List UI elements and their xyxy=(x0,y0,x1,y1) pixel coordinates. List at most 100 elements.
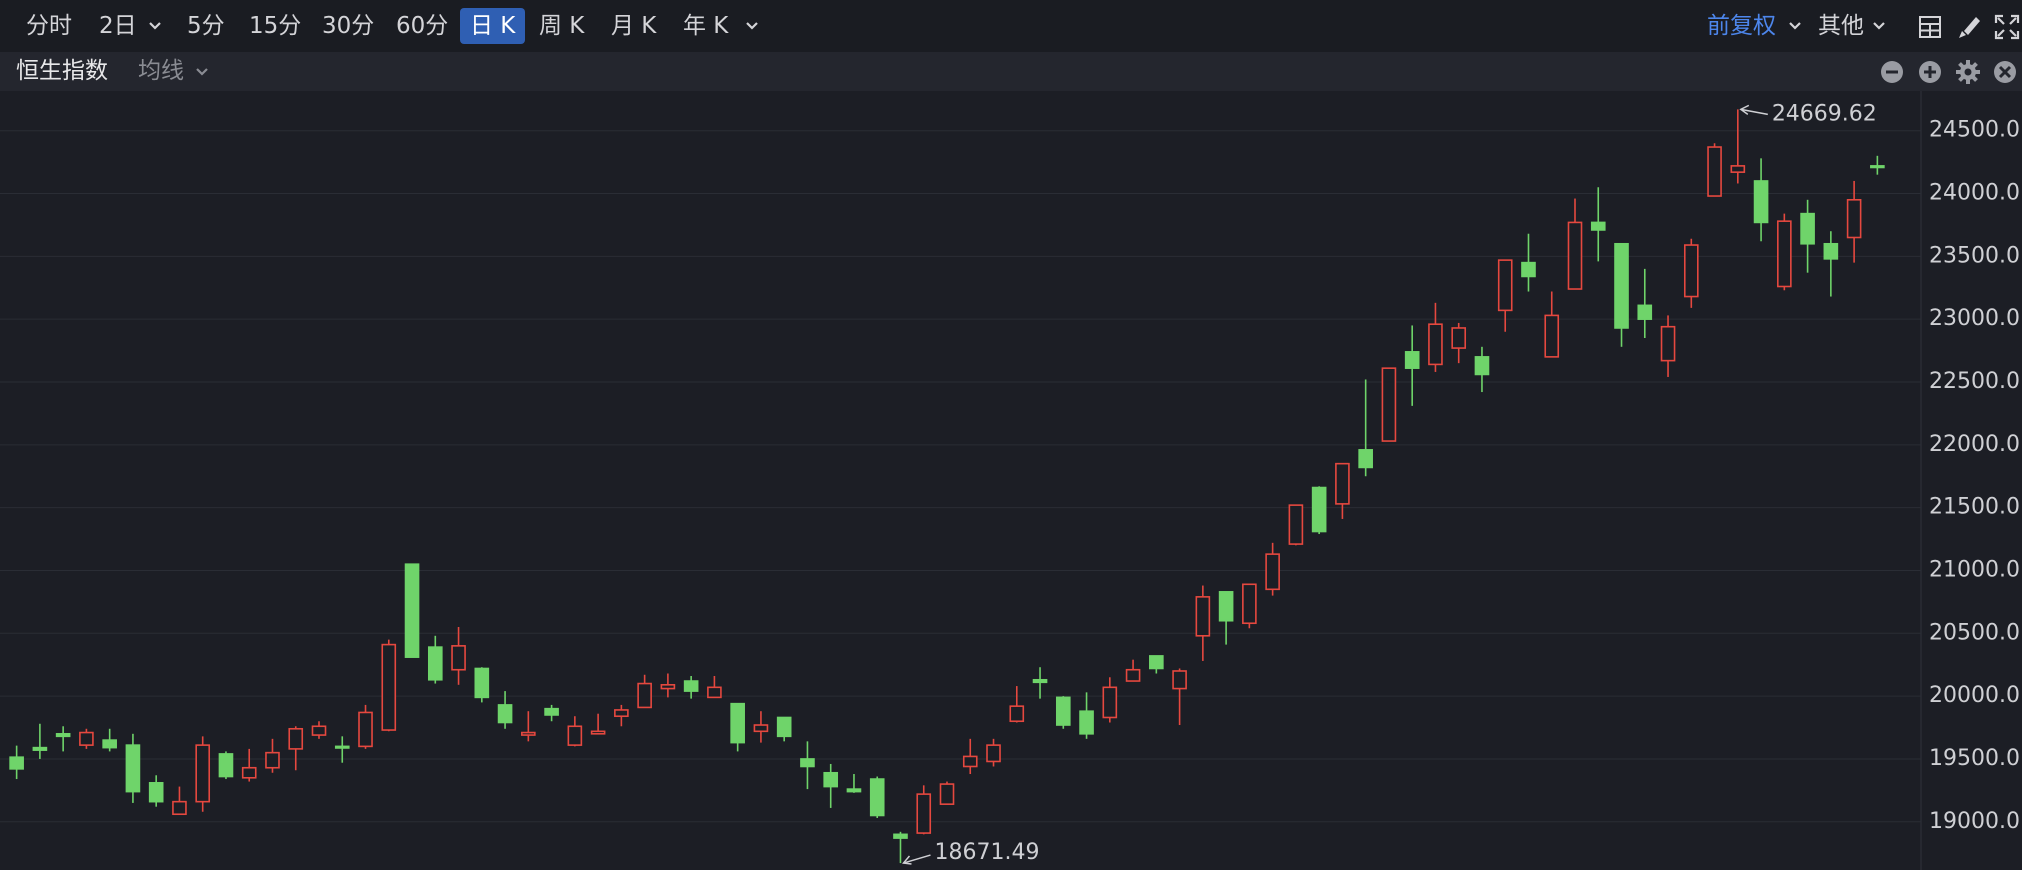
tab[interactable]: 2日 xyxy=(99,13,137,39)
y-tick-label: 23500.0 xyxy=(1929,243,2020,268)
candle-body xyxy=(1637,304,1653,320)
candle-body xyxy=(1614,242,1629,329)
chevron xyxy=(746,22,758,30)
candle-body xyxy=(1195,596,1211,637)
chart-header: 恒生指数 均线 xyxy=(0,52,2022,91)
candle-body xyxy=(683,680,699,692)
other-dropdown[interactable]: 其他 xyxy=(1818,13,1864,39)
y-tick-label: 21500.0 xyxy=(1929,495,2020,520)
candle-body xyxy=(334,745,350,749)
candle-body xyxy=(1823,242,1839,260)
candle-body xyxy=(358,711,373,748)
candle-body xyxy=(753,724,769,733)
candle-body xyxy=(567,725,583,746)
candle-body xyxy=(1846,199,1862,239)
tab[interactable]: 5分 xyxy=(187,13,225,39)
adjust-dropdown[interactable]: 前复权 xyxy=(1707,13,1776,39)
candle-body xyxy=(1032,678,1048,684)
candle-body xyxy=(637,682,652,709)
tab[interactable]: 周 K xyxy=(539,13,585,39)
candle-body xyxy=(288,727,304,750)
candle-body xyxy=(707,686,722,699)
candle-body xyxy=(1474,356,1490,376)
y-tick-label: 19500.0 xyxy=(1929,746,2020,771)
candle-body xyxy=(195,744,211,803)
candle-body xyxy=(102,739,117,749)
candle-body xyxy=(1567,221,1583,290)
y-tick-label: 20000.0 xyxy=(1929,683,2020,708)
y-tick-label: 22000.0 xyxy=(1929,432,2020,457)
candle-body xyxy=(1870,165,1885,169)
candle-body xyxy=(148,782,164,803)
index-name: 恒生指数 xyxy=(16,58,108,84)
candle-body xyxy=(265,751,280,769)
candle-body xyxy=(823,771,839,788)
candle-body xyxy=(311,725,327,736)
candle-body xyxy=(1125,668,1141,682)
candle-body xyxy=(1172,670,1187,690)
pointer-head xyxy=(1739,104,1750,115)
indicator-dropdown[interactable]: 均线 xyxy=(138,58,184,84)
pointer xyxy=(903,854,931,864)
zoom-out[interactable] xyxy=(1880,60,1904,84)
candle-body xyxy=(1451,327,1467,349)
candle-body xyxy=(1404,351,1420,369)
min-label: 18671.49 xyxy=(934,840,1039,865)
layout-icon[interactable] xyxy=(1919,16,1941,38)
candle-body xyxy=(1590,221,1606,231)
candle-body xyxy=(800,758,815,768)
candle-body xyxy=(1497,259,1513,312)
tab[interactable]: 15分 xyxy=(249,13,302,39)
candle-body xyxy=(962,755,978,768)
candle-body xyxy=(614,709,629,718)
candle-body xyxy=(1800,212,1815,245)
candle-body xyxy=(427,646,443,681)
candle-body xyxy=(776,716,792,738)
y-tick-label: 24500.0 xyxy=(1929,118,2020,143)
tab[interactable]: 60分 xyxy=(396,13,449,39)
candle-body xyxy=(1311,486,1327,533)
candle-body xyxy=(1242,583,1257,625)
tab[interactable]: 分时 xyxy=(26,13,72,39)
candle-body xyxy=(1544,314,1560,358)
candle-body xyxy=(241,766,257,779)
candle-body xyxy=(1707,146,1722,197)
y-tick-label: 23000.0 xyxy=(1929,306,2020,331)
candle-body xyxy=(1055,696,1071,726)
candle-body xyxy=(474,667,490,699)
pointer-head xyxy=(902,855,912,865)
candle-body xyxy=(1660,325,1676,362)
candle-body xyxy=(986,744,1001,763)
chevron xyxy=(1789,22,1801,30)
candle-body xyxy=(1753,180,1769,224)
tab[interactable]: 月 K xyxy=(611,13,657,39)
candle-body xyxy=(125,744,141,793)
candle-body xyxy=(404,563,420,658)
candle-body xyxy=(730,702,745,744)
zoom-in[interactable] xyxy=(1918,60,1942,84)
pointer xyxy=(1740,108,1768,116)
tab-active[interactable]: 日 K xyxy=(460,8,526,44)
candle-body xyxy=(590,730,606,735)
y-tick-label: 24000.0 xyxy=(1929,181,2020,206)
settings[interactable] xyxy=(1956,60,1980,84)
fullscreen-icon[interactable] xyxy=(1994,14,2020,40)
close[interactable] xyxy=(1993,60,2017,84)
candle-body xyxy=(32,746,48,751)
toolbar: 分时 2日 5分 15分 30分 60分 日 K 周 K 月 K 年 K 前复权… xyxy=(0,0,2022,52)
draw-icon[interactable] xyxy=(1958,15,1980,39)
tab[interactable]: 30分 xyxy=(322,13,375,39)
tab[interactable]: 年 K xyxy=(683,13,729,39)
y-tick-label: 19000.0 xyxy=(1929,809,2020,834)
candle-body xyxy=(1428,323,1443,366)
candle-body xyxy=(1730,165,1746,173)
y-tick-label: 21000.0 xyxy=(1929,557,2020,582)
max-label: 24669.62 xyxy=(1772,101,1877,126)
candle-body xyxy=(218,753,234,778)
candle-body xyxy=(660,684,676,690)
candle-body xyxy=(1149,655,1164,670)
candle-body xyxy=(1777,220,1792,288)
candle-body xyxy=(451,645,466,671)
